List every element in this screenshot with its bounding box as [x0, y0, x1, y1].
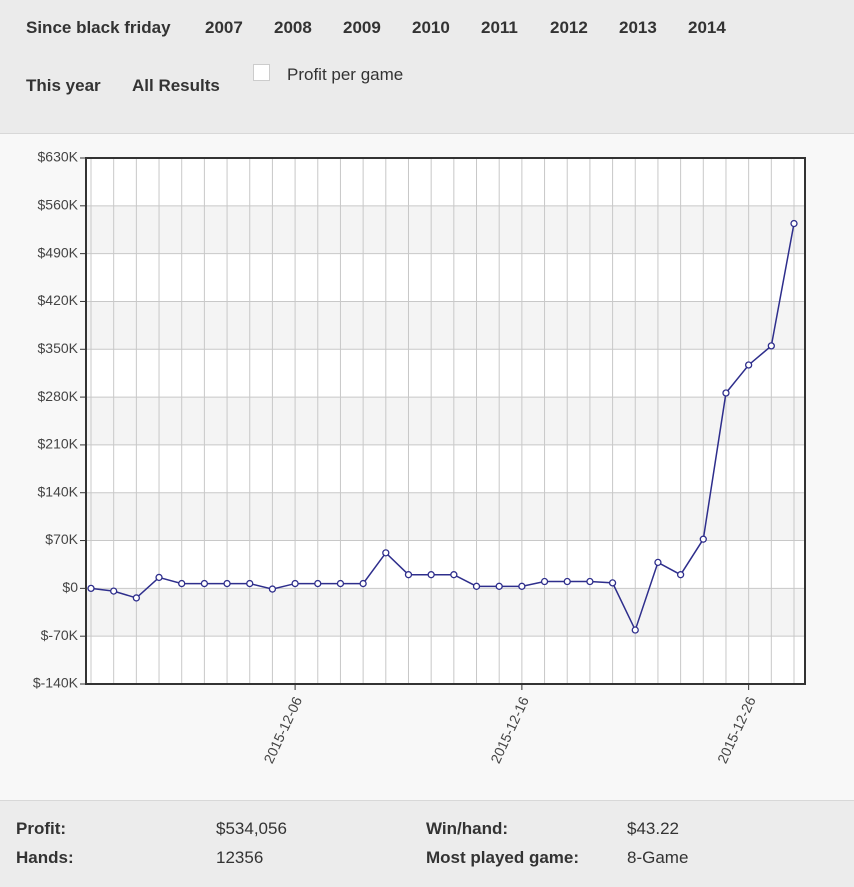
data-point: [132, 594, 141, 602]
checkbox-label[interactable]: Profit per game: [287, 65, 404, 84]
data-point: [155, 573, 163, 582]
stat-label: Hands:: [16, 848, 74, 867]
data-point: [676, 571, 685, 579]
stat-value: 8-Game: [627, 848, 689, 867]
y-tick-label: $140K: [38, 483, 79, 499]
y-tick-label: $210K: [38, 436, 79, 452]
data-point: [767, 342, 775, 350]
stat-value: $534,056: [216, 819, 287, 838]
stat-value: 12356: [216, 848, 264, 867]
plot-border: [85, 157, 806, 685]
stats-panel: Profit: $534,056 Win/hand: $43.22 Hands:…: [0, 800, 854, 887]
filter-link[interactable]: All Results: [132, 76, 220, 95]
data-point: [336, 579, 345, 588]
data-point: [178, 579, 186, 588]
data-point: [654, 558, 662, 567]
data-point: [427, 571, 435, 579]
data-point: [382, 549, 390, 557]
data-point: [450, 571, 458, 579]
filter-link[interactable]: 2010: [412, 18, 450, 37]
data-point: [291, 579, 299, 588]
y-tick-label: $-140K: [33, 675, 79, 691]
x-tick-label: 2015-12-06: [260, 694, 305, 766]
filter-link[interactable]: 2013: [619, 18, 657, 37]
grid-band: [86, 397, 805, 445]
filter-link[interactable]: 2014: [688, 18, 726, 37]
filter-link[interactable]: 2009: [343, 18, 381, 37]
filter-bar: Since black friday 2007 2008 2009 2010 2…: [0, 0, 854, 134]
y-tick-label: $70K: [45, 531, 78, 547]
data-point: [404, 571, 413, 579]
stat-label: Win/hand:: [426, 819, 508, 838]
y-tick-label: $-70K: [41, 627, 79, 643]
data-point: [268, 585, 277, 593]
grid-band: [86, 205, 805, 254]
y-tick-label: $350K: [38, 340, 79, 356]
y-tick-label: $630K: [38, 149, 79, 165]
data-point: [586, 577, 594, 586]
data-point: [223, 579, 231, 588]
checkbox[interactable]: [253, 64, 270, 81]
y-tick-label: $0: [62, 579, 78, 595]
data-point: [495, 582, 503, 590]
grid-band: [86, 301, 805, 350]
stat-label: Most played game:: [426, 848, 580, 867]
y-tick-label: $490K: [38, 244, 79, 260]
data-point: [359, 579, 367, 588]
stat-label: Profit:: [16, 819, 67, 838]
chart: $-140K $-70K $0 $70K $140K $210K $280K $350K $42…: [33, 149, 806, 766]
data-point: [631, 626, 639, 634]
data-point: [200, 579, 209, 588]
data-point: [722, 389, 730, 397]
filter-link[interactable]: This year: [26, 76, 101, 95]
stat-value: $43.22: [627, 819, 679, 838]
y-tick-label: $420K: [38, 292, 79, 308]
data-point: [110, 587, 118, 595]
data-point: [472, 582, 481, 590]
data-point: [699, 535, 707, 543]
filter-link[interactable]: 2007: [205, 18, 243, 37]
data-point: [563, 577, 571, 586]
grid-band: [86, 492, 805, 541]
data-point: [314, 579, 322, 588]
x-tick-label: 2015-12-26: [714, 694, 759, 766]
y-tick-label: $280K: [38, 388, 79, 404]
data-point: [87, 584, 95, 593]
grid-band: [86, 588, 805, 637]
filter-link[interactable]: Since black friday: [26, 18, 171, 37]
filter-link[interactable]: 2011: [481, 18, 518, 37]
x-tick-label: 2015-12-16: [487, 694, 532, 766]
filter-link[interactable]: 2012: [550, 18, 588, 37]
data-point: [518, 582, 526, 590]
data-point: [790, 219, 798, 228]
data-point: [744, 361, 753, 369]
filter-link[interactable]: 2008: [274, 18, 312, 37]
data-point: [540, 577, 549, 586]
data-line: [90, 223, 795, 633]
y-tick-label: $560K: [38, 197, 79, 213]
data-point: [246, 579, 254, 588]
data-point: [608, 579, 617, 587]
